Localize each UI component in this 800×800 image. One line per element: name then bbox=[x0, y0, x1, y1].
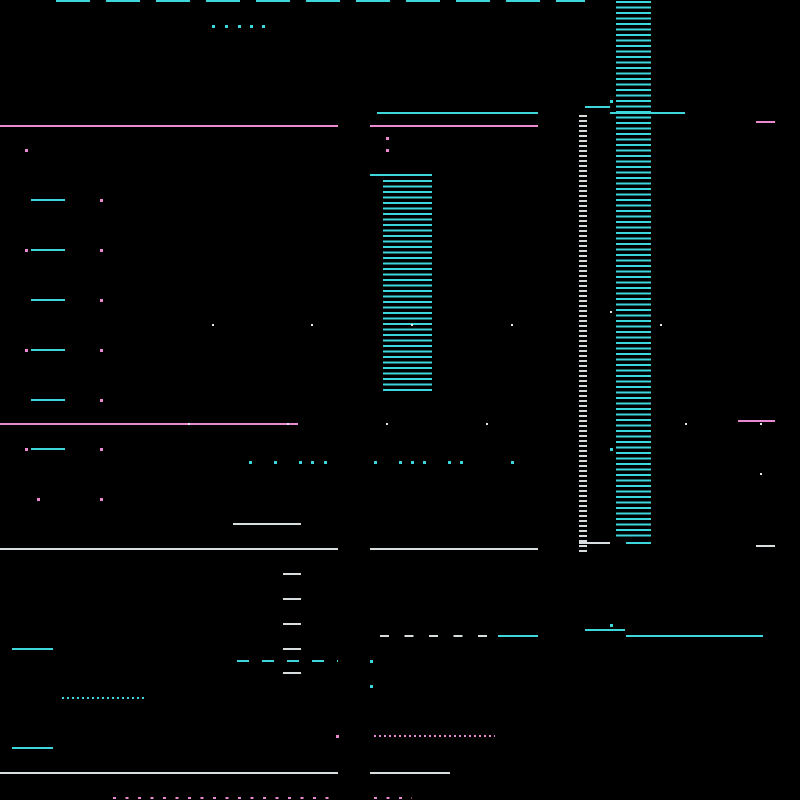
dot bbox=[460, 461, 463, 464]
dot bbox=[411, 324, 413, 326]
dot bbox=[25, 249, 28, 252]
decorations bbox=[25, 1, 762, 738]
dot bbox=[324, 461, 327, 464]
dot bbox=[760, 423, 762, 425]
dot bbox=[287, 423, 289, 425]
dot bbox=[336, 735, 339, 738]
dot bbox=[486, 423, 488, 425]
dot bbox=[212, 324, 214, 326]
dot bbox=[610, 448, 613, 451]
dot bbox=[386, 423, 388, 425]
dot bbox=[25, 349, 28, 352]
dot bbox=[374, 461, 377, 464]
dot bbox=[685, 423, 687, 425]
dot bbox=[274, 461, 277, 464]
dot bbox=[25, 448, 28, 451]
dot bbox=[262, 25, 265, 28]
dot bbox=[760, 473, 762, 475]
dot bbox=[610, 624, 613, 627]
dot bbox=[399, 461, 402, 464]
dot bbox=[423, 461, 426, 464]
dot bbox=[610, 311, 612, 313]
dot bbox=[610, 100, 613, 103]
dot bbox=[448, 461, 451, 464]
dot bbox=[411, 461, 414, 464]
dot bbox=[100, 249, 103, 252]
dot bbox=[370, 685, 373, 688]
dot bbox=[249, 461, 252, 464]
dot bbox=[212, 25, 215, 28]
dot bbox=[511, 324, 513, 326]
dot bbox=[100, 349, 103, 352]
dot bbox=[299, 461, 302, 464]
dot bbox=[386, 137, 389, 140]
dot bbox=[25, 149, 28, 152]
dot bbox=[386, 149, 389, 152]
dot bbox=[37, 498, 40, 501]
dot bbox=[225, 25, 228, 28]
dot bbox=[100, 498, 103, 501]
dot bbox=[370, 660, 373, 663]
dot bbox=[100, 399, 103, 402]
dot bbox=[100, 299, 103, 302]
dot bbox=[250, 25, 253, 28]
dot bbox=[100, 199, 103, 202]
dot bbox=[100, 448, 103, 451]
dot bbox=[238, 25, 241, 28]
dot bbox=[511, 461, 514, 464]
dot bbox=[660, 324, 662, 326]
dot bbox=[188, 423, 190, 425]
dot bbox=[311, 324, 313, 326]
dot bbox=[311, 461, 314, 464]
